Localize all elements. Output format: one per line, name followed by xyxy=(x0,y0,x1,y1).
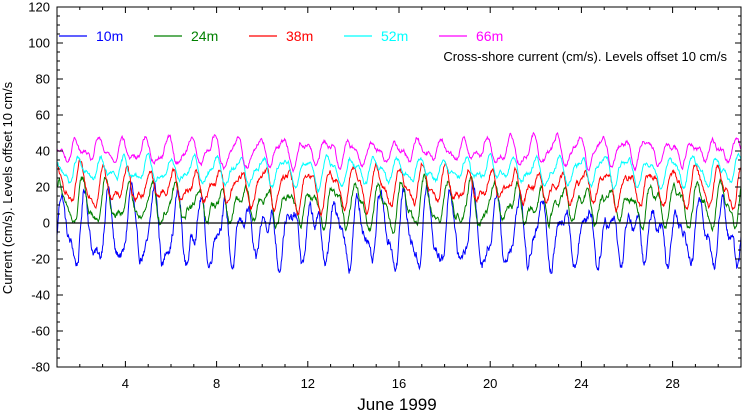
y-tick-label: 40 xyxy=(36,144,50,159)
legend-label-66m: 66m xyxy=(476,28,503,44)
legend-label-10m: 10m xyxy=(96,28,123,44)
x-tick-label: 4 xyxy=(122,376,129,391)
legend-label-24m: 24m xyxy=(191,28,218,44)
y-tick-label: -80 xyxy=(31,360,50,375)
y-axis-label: Current (cm/s). Levels offset 10 cm/s xyxy=(0,81,15,294)
x-tick-label: 8 xyxy=(213,376,220,391)
y-tick-label: 80 xyxy=(36,72,50,87)
y-tick-label: -40 xyxy=(31,288,50,303)
legend: 10m 24m 38m 52m 66m xyxy=(59,28,503,44)
y-tick-label: -20 xyxy=(31,252,50,267)
x-tick-label: 28 xyxy=(665,376,679,391)
x-tick-label: 24 xyxy=(574,376,588,391)
y-tick-label: 120 xyxy=(28,0,50,15)
chart-annotation: Cross-shore current (cm/s). Levels offse… xyxy=(443,49,727,64)
x-axis-label: June 1999 xyxy=(357,395,436,414)
y-tick-label: 60 xyxy=(36,108,50,123)
legend-label-52m: 52m xyxy=(381,28,408,44)
y-tick-label: -60 xyxy=(31,324,50,339)
series-line-10m xyxy=(56,180,742,274)
series-line-38m xyxy=(56,158,742,217)
series-line-66m xyxy=(56,131,742,174)
legend-label-38m: 38m xyxy=(286,28,313,44)
axis-ticks: -80 -60 -40 -20 0 20 40 60 80 100 120 4 8 12 16 20 24 28 xyxy=(28,0,742,391)
y-tick-label: 20 xyxy=(36,180,50,195)
series-line-52m xyxy=(56,152,742,194)
plot-area xyxy=(56,131,742,274)
x-tick-label: 12 xyxy=(301,376,315,391)
x-tick-label: 20 xyxy=(483,376,497,391)
series-line-24m xyxy=(56,173,742,235)
y-tick-label: 100 xyxy=(28,36,50,51)
y-tick-label: 0 xyxy=(43,216,50,231)
x-tick-label: 16 xyxy=(392,376,406,391)
